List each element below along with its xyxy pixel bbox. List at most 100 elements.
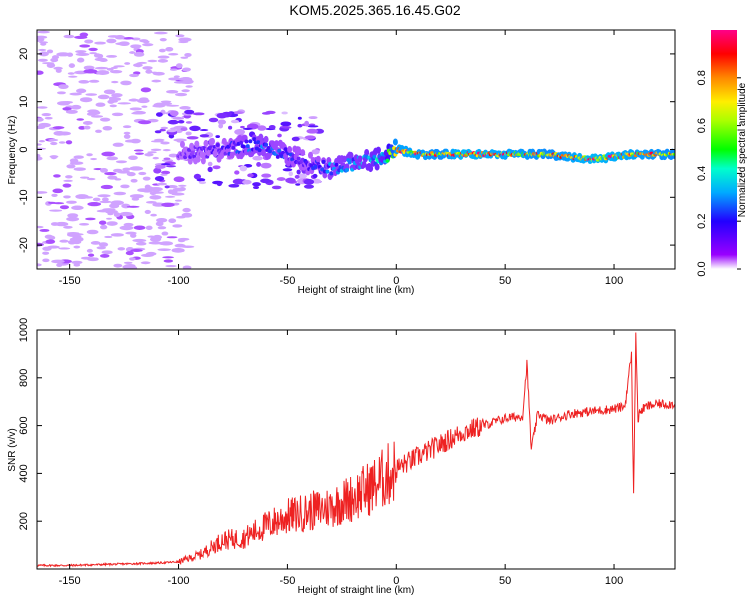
spectrogram-cell: [297, 123, 303, 128]
spectrogram-cell: [37, 106, 48, 109]
spectrogram-cell: [239, 165, 248, 172]
spectrogram-cell: [215, 143, 220, 148]
spectrogram-cell: [168, 77, 180, 81]
spectrogram-cell: [247, 173, 254, 178]
spectrogram-cell: [240, 125, 245, 129]
spectrogram-cell: [268, 125, 276, 130]
spectrogram-x-tick-label: -150: [59, 275, 81, 287]
spectrogram-cell: [63, 225, 73, 229]
spectrogram-cell: [113, 212, 121, 218]
spectrogram-cell: [159, 128, 166, 132]
spectrogram-cell: [37, 225, 44, 229]
spectrogram-cell: [166, 89, 179, 94]
spectrogram-cell: [187, 157, 193, 165]
spectrogram-cell: [94, 57, 107, 62]
spectrogram-cell: [145, 69, 153, 74]
spectrogram-cell: [87, 202, 102, 207]
spectrogram-cell: [207, 161, 213, 167]
spectrogram-cell: [75, 50, 87, 54]
spectrogram-cell: [173, 176, 185, 183]
spectrogram-cell: [50, 155, 57, 160]
spectrogram-cell: [106, 217, 113, 220]
spectrogram-y-tick-label: 0: [18, 146, 30, 152]
spectrogram-cell: [216, 112, 228, 119]
spectrogram-cell: [157, 226, 167, 230]
spectrogram-cell: [203, 139, 209, 147]
spectrogram-cell: [100, 184, 113, 190]
spectrogram-cell: [151, 79, 162, 83]
spectrogram-cell: [242, 127, 253, 130]
spectrogram-cell: [157, 59, 169, 63]
spectrogram-cell: [147, 235, 156, 238]
spectrogram-cell: [160, 126, 169, 130]
spectrogram-cell: [260, 178, 271, 184]
spectrogram-cell: [75, 52, 90, 56]
spectrogram-y-label: Frequency (Hz): [7, 116, 18, 185]
spectrogram-cell: [348, 151, 354, 159]
snr-x-tick-label: -150: [59, 575, 81, 587]
spectrogram-cell: [76, 118, 84, 121]
spectrogram-cell: [79, 44, 91, 48]
spectrogram-cell: [137, 61, 148, 64]
spectrogram-cell: [228, 125, 233, 130]
spectrogram-cell: [281, 111, 288, 115]
spectrogram-cell: [99, 117, 111, 122]
spectrogram-cell: [151, 190, 161, 194]
spectrogram-cell: [53, 174, 61, 178]
spectrogram-cell: [192, 112, 205, 116]
spectrogram-cell: [38, 51, 49, 57]
spectrogram-cell: [87, 257, 99, 262]
spectrogram-cell: [295, 183, 301, 186]
spectrogram-cell: [129, 265, 138, 269]
spectrogram-cell: [368, 165, 374, 173]
spectrogram-cell: [106, 221, 118, 226]
spectrogram-cell: [117, 247, 126, 251]
snr-x-tick-label: 0: [393, 575, 399, 587]
spectrogram-marks: [37, 30, 675, 269]
spectrogram-cell: [111, 112, 124, 117]
spectrogram-cell: [50, 141, 58, 146]
spectrogram-cell: [79, 32, 89, 37]
spectrogram-cell: [130, 249, 143, 252]
spectrogram-cell: [84, 39, 94, 44]
spectrogram-cell: [142, 176, 151, 181]
spectrogram-cell: [59, 239, 69, 243]
spectrogram-cell: [274, 140, 280, 148]
spectrogram-cell: [85, 217, 96, 221]
spectrogram-cell: [260, 149, 266, 157]
spectrogram-cell: [161, 202, 175, 208]
spectrogram-cell: [122, 167, 131, 172]
spectrogram-cell: [111, 93, 123, 98]
spectrogram-cell: [130, 44, 142, 49]
spectrogram-cell: [149, 195, 162, 200]
spectrogram-cell: [101, 250, 113, 255]
spectrogram-cell: [118, 41, 130, 47]
spectrogram-cell: [260, 162, 272, 169]
spectrogram-cell: [69, 161, 84, 165]
spectrogram-cell: [150, 148, 162, 152]
spectrogram-cell: [357, 155, 363, 163]
spectrogram-cell: [37, 35, 48, 39]
spectrogram-cell: [161, 159, 174, 162]
spectrogram-cell: [175, 129, 183, 134]
spectrogram-cell: [185, 121, 193, 124]
spectrogram-cell: [173, 138, 187, 142]
spectrogram-cell: [78, 79, 90, 84]
spectrogram-cell: [132, 238, 147, 243]
spectrogram-y-tick-label: 20: [18, 48, 30, 60]
spectrogram-cell: [294, 174, 300, 179]
spectrogram-y-tick-label: 10: [18, 96, 30, 108]
spectrogram-cell: [123, 134, 131, 139]
spectrogram-cell: [177, 238, 186, 243]
spectrogram-cell: [97, 194, 111, 198]
spectrogram-y-tick-label: -20: [18, 237, 30, 253]
spectrogram-cell: [125, 251, 134, 256]
spectrogram-cell: [37, 143, 42, 146]
spectrogram-cell: [266, 145, 271, 150]
spectrogram-cell: [130, 178, 138, 183]
spectrogram-cell: [129, 194, 144, 199]
spectrogram-cell: [95, 129, 102, 133]
spectrogram-cell: [138, 120, 152, 125]
spectrogram-cell: [126, 205, 140, 208]
spectrogram-cell: [95, 70, 110, 76]
